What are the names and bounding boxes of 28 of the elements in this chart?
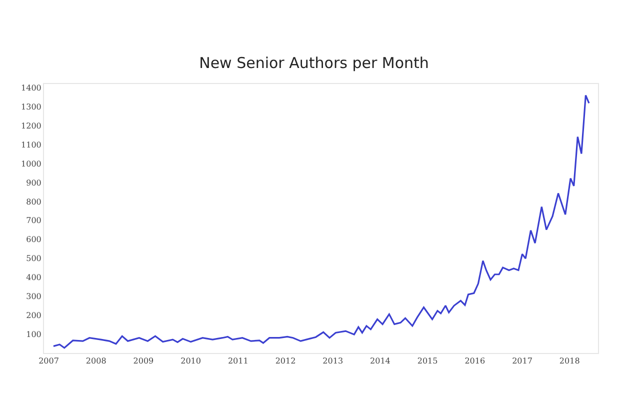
y-tick-label: 1200 — [21, 121, 42, 130]
x-tick-label: 2012 — [275, 356, 296, 366]
x-tick-label: 2017 — [512, 356, 532, 366]
line-series — [52, 94, 590, 349]
x-tick-label: 2007 — [38, 356, 59, 366]
y-tick-label: 400 — [26, 273, 42, 282]
x-tick-label: 2013 — [322, 356, 344, 366]
x-tick-label: 2009 — [133, 356, 154, 366]
y-tick-label: 200 — [26, 310, 42, 320]
y-tick-label: 1400 — [21, 84, 42, 93]
x-tick-label: 2011 — [228, 356, 248, 366]
x-tick-label: 2008 — [86, 356, 106, 366]
y-tick-label: 800 — [26, 197, 42, 206]
y-tick-label: 1100 — [21, 140, 42, 150]
x-tick-label: 2016 — [464, 356, 486, 366]
y-tick-label: 900 — [26, 178, 42, 188]
y-tick-label: 600 — [26, 235, 42, 244]
chart-title: New Senior Authors per Month — [199, 54, 429, 72]
y-tick-label: 500 — [26, 254, 42, 264]
x-tick-label: 2018 — [559, 356, 580, 366]
y-tick-label: 1000 — [21, 159, 42, 168]
x-tick-label: 2014 — [370, 356, 390, 366]
x-tick-label: 2015 — [417, 356, 438, 366]
y-tick-label: 100 — [26, 330, 42, 339]
y-tick-label: 300 — [26, 292, 42, 301]
x-tick-label: 2010 — [180, 356, 201, 366]
y-tick-label: 1300 — [21, 102, 42, 112]
y-tick-label: 700 — [26, 216, 42, 226]
